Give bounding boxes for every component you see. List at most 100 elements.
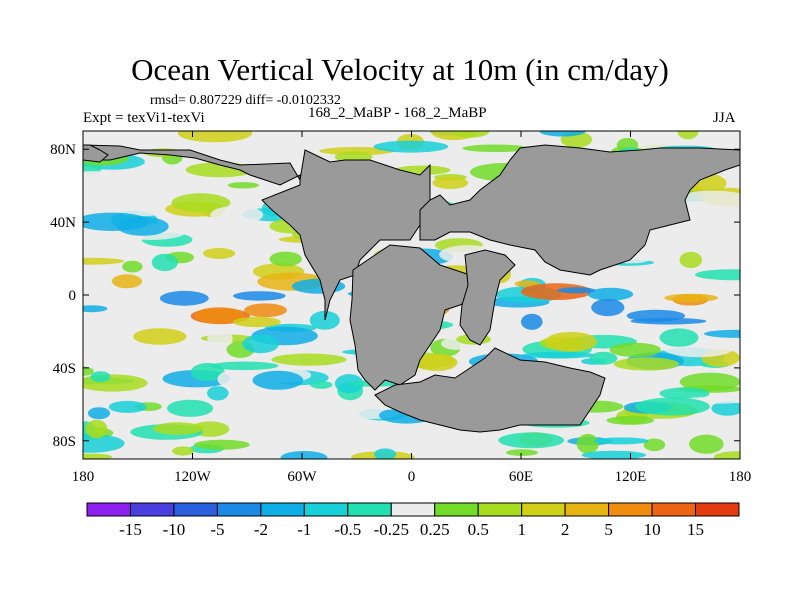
field-blob	[83, 374, 148, 392]
field-blob	[242, 334, 279, 354]
landmass-greenland	[83, 144, 109, 163]
field-blob	[557, 287, 596, 294]
field-blob	[591, 298, 625, 317]
field-blob	[217, 371, 242, 387]
field-blob	[207, 329, 233, 348]
landmass-australia-antarctica	[374, 347, 606, 433]
field-blob	[703, 329, 740, 338]
y-tick-label: 40N	[50, 215, 76, 231]
runs-label: 168_2_MaBP - 168_2_MaBP	[308, 105, 487, 121]
field-blob	[630, 317, 707, 325]
y-tick-label: 40S	[53, 361, 76, 377]
colorbar-label: -0.5	[334, 520, 361, 539]
field-blob	[122, 260, 143, 273]
colorbar-swatch	[651, 502, 697, 517]
field-blob	[609, 342, 661, 358]
field-blob	[593, 437, 649, 445]
colorbar-label: 15	[687, 520, 704, 539]
y-tick-label: 80N	[50, 142, 76, 158]
field-blob	[521, 313, 543, 330]
colorbar-label: -0.25	[374, 520, 409, 539]
colorbar-swatch	[173, 502, 218, 517]
field-blob	[238, 139, 283, 151]
colorbar-swatch	[477, 502, 523, 517]
colorbar-label: -15	[119, 520, 142, 539]
field-blob	[374, 448, 397, 459]
x-tick-label: 180	[729, 469, 752, 485]
colorbar-label: -5	[210, 520, 224, 539]
field-blob	[606, 415, 655, 425]
field-blob	[177, 131, 253, 143]
field-blob	[167, 399, 214, 417]
field-blob	[539, 131, 586, 137]
colorbar-swatch	[303, 502, 349, 517]
field-blob	[505, 449, 538, 456]
field-blob	[111, 199, 175, 217]
field-blob	[227, 182, 259, 189]
plot-title: Ocean Vertical Velocity at 10m (in cm/da…	[131, 52, 669, 87]
x-tick-label: 60E	[509, 469, 533, 485]
x-axis: 180 120W 60W 0 60E 120E 180	[72, 131, 752, 485]
field-blob	[677, 131, 699, 140]
field-blob	[108, 400, 147, 413]
field-blob	[83, 305, 108, 313]
field-blob	[373, 140, 449, 153]
landmass-africa	[459, 249, 516, 346]
field-blob	[269, 251, 302, 267]
x-tick-label: 120E	[615, 469, 647, 485]
field-blob	[85, 419, 108, 439]
field-blob	[415, 353, 458, 372]
field-blob	[133, 328, 187, 345]
field-blob	[587, 287, 634, 301]
field-blob	[689, 434, 724, 454]
field-blob	[83, 257, 125, 265]
field-blob	[172, 446, 194, 456]
field-blob	[203, 247, 236, 259]
field-blob	[232, 316, 281, 328]
x-tick-label: 180	[72, 469, 95, 485]
field-blob	[309, 310, 340, 330]
field-blob	[159, 290, 209, 306]
colorbar-swatch	[260, 502, 305, 517]
colorbar-label: 10	[644, 520, 661, 539]
colorbar-swatch	[434, 502, 479, 517]
expt-label: Expt = texVi1-texVi	[83, 110, 205, 126]
colorbar-swatch	[129, 502, 175, 517]
field-blob	[151, 253, 178, 272]
field-blob	[713, 451, 740, 459]
colorbar-swatch	[86, 502, 131, 517]
colorbar-swatch	[608, 502, 653, 517]
field-blob	[83, 366, 94, 376]
field-blob	[153, 422, 203, 435]
field-blob	[581, 450, 647, 459]
field-blob	[210, 205, 264, 225]
field-blob	[643, 438, 666, 452]
field-blob	[87, 407, 111, 420]
field-blob	[83, 163, 102, 174]
y-tick-label: 80S	[53, 434, 76, 450]
field-blob	[193, 439, 250, 450]
field-blob	[117, 216, 169, 236]
field-blob	[210, 361, 279, 371]
field-blob	[522, 351, 596, 359]
colorbar-label: -10	[163, 520, 186, 539]
colorbar-label: 2	[561, 520, 570, 539]
field-blob	[635, 397, 710, 416]
field-blob	[676, 190, 740, 209]
landmass-americas	[83, 144, 431, 321]
colorbar-label: 5	[604, 520, 613, 539]
field-blob	[90, 371, 111, 383]
field-blob	[252, 370, 304, 390]
colorbar-label: 0.25	[420, 520, 450, 539]
x-tick-label: 120W	[174, 469, 212, 485]
field-blob	[695, 269, 740, 281]
field-blob	[83, 434, 125, 453]
field-blob	[194, 307, 245, 324]
field-blob	[111, 274, 142, 289]
field-blob	[452, 131, 490, 138]
field-blob	[594, 421, 653, 441]
y-tick-label: 0	[69, 288, 77, 304]
field-blob	[679, 251, 703, 268]
field-blob	[207, 386, 229, 401]
